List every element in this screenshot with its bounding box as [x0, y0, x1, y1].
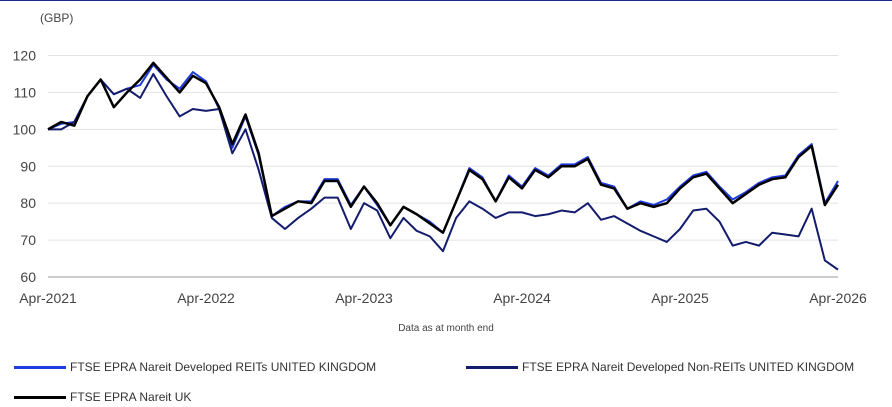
y-tick-label: 90 — [20, 158, 36, 174]
legend-swatch-non-reits — [466, 365, 518, 369]
y-axis-ticks: 60 70 80 90 100 110 120 — [13, 48, 37, 286]
series-line-0 — [47, 63, 839, 234]
legend-swatch-reits — [14, 365, 66, 369]
series-line-1 — [48, 72, 839, 271]
legend-label-uk: FTSE EPRA Nareit UK — [70, 390, 192, 404]
y-tick-label: 110 — [14, 84, 37, 100]
x-axis-label: Data as at month end — [398, 323, 494, 334]
gridlines — [48, 55, 838, 241]
legend-label-non-reits: FTSE EPRA Nareit Developed Non-REITs UNI… — [522, 360, 855, 374]
x-tick-label: Apr-2026 — [809, 290, 867, 306]
legend-item-reits: FTSE EPRA Nareit Developed REITs UNITED … — [14, 360, 376, 374]
y-tick-label: 60 — [20, 269, 36, 285]
y-tick-label: 70 — [20, 232, 36, 248]
unit-label: (GBP) — [40, 11, 73, 25]
x-axis-ticks: Apr-2021 Apr-2022 Apr-2023 Apr-2024 Apr-2025… — [19, 290, 867, 306]
legend-item-uk: FTSE EPRA Nareit UK — [14, 390, 191, 404]
y-tick-label: 100 — [13, 121, 37, 137]
top-rule — [0, 0, 892, 1]
x-tick-label: Apr-2021 — [19, 290, 77, 306]
x-tick-label: Apr-2023 — [335, 290, 393, 306]
legend-label-reits: FTSE EPRA Nareit Developed REITs UNITED … — [70, 360, 377, 374]
x-tick-label: Apr-2024 — [493, 290, 551, 306]
legend-swatch-uk — [14, 395, 66, 399]
y-tick-label: 120 — [13, 48, 37, 64]
y-tick-label: 80 — [20, 195, 36, 211]
x-tick-label: Apr-2022 — [177, 290, 235, 306]
series-line-2 — [47, 61, 840, 234]
series-layer — [47, 61, 840, 271]
legend-item-non-reits: FTSE EPRA Nareit Developed Non-REITs UNI… — [466, 360, 854, 374]
x-tick-label: Apr-2025 — [651, 290, 709, 306]
